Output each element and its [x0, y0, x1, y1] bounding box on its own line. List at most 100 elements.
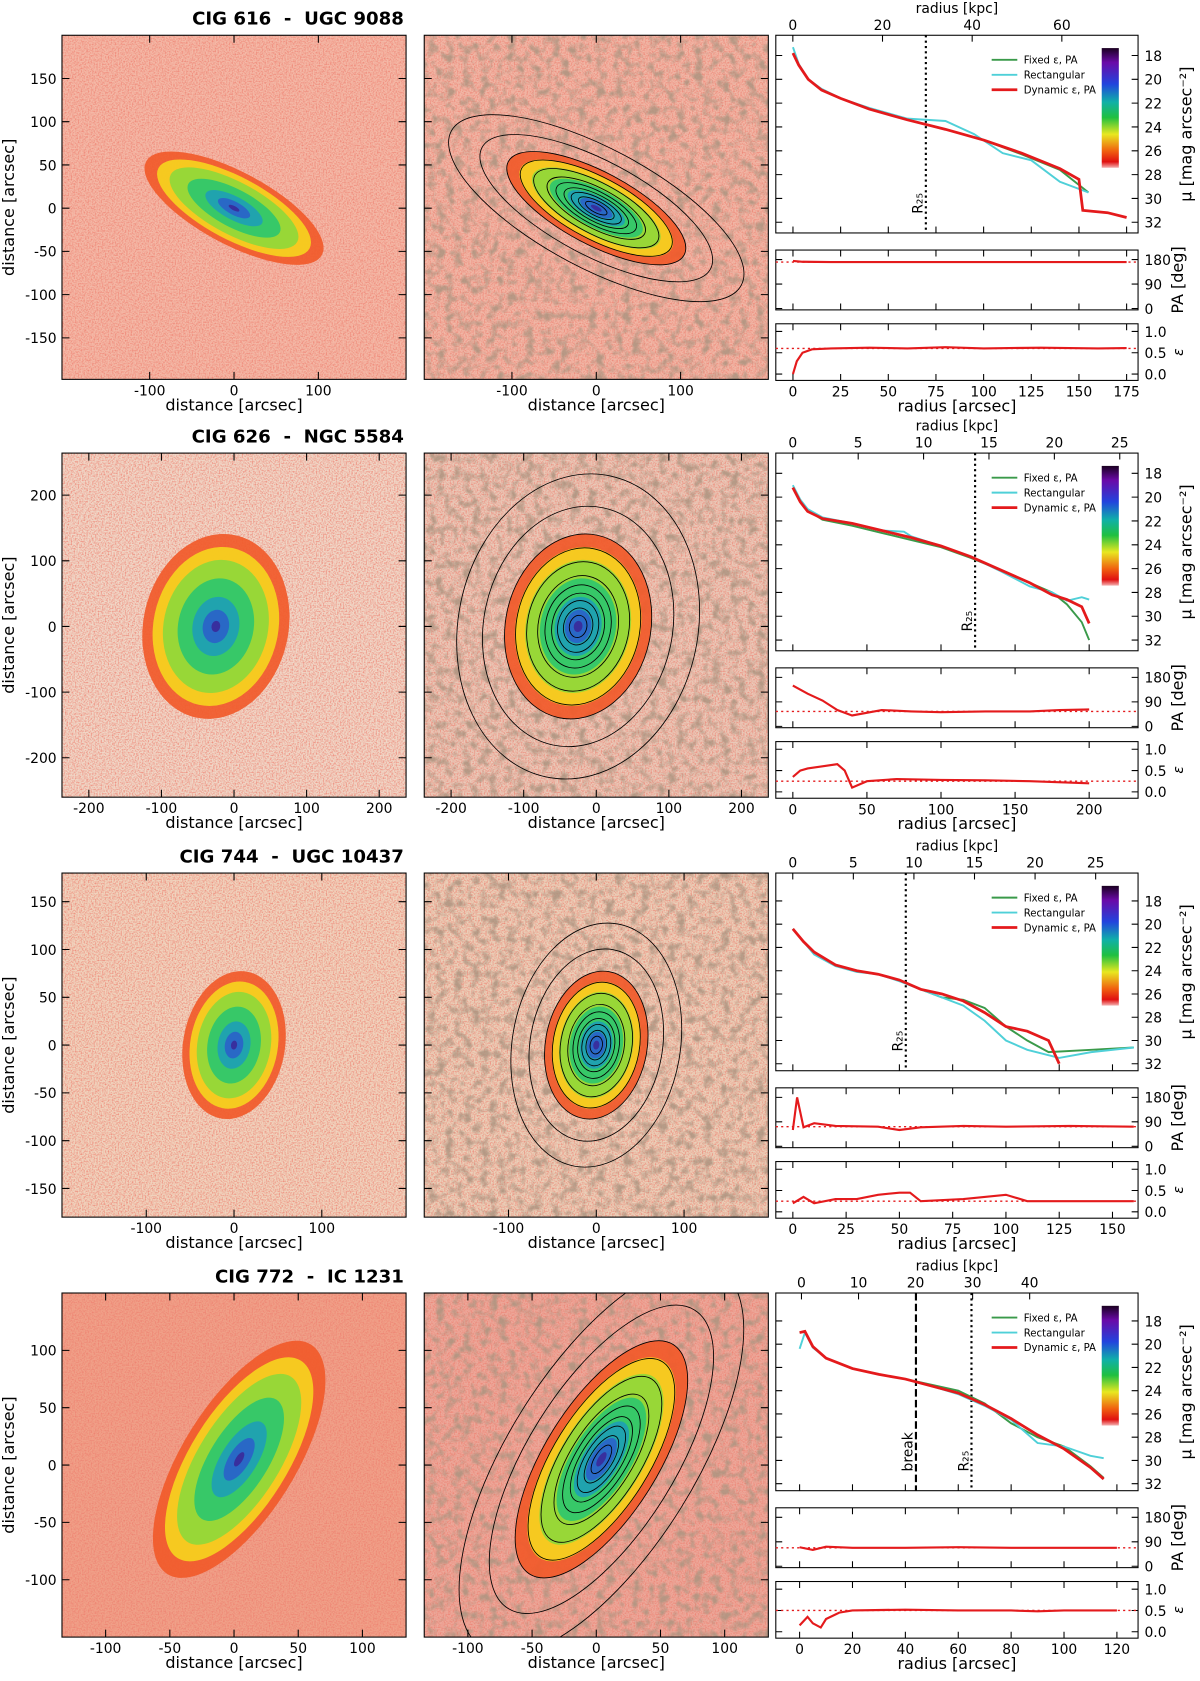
contour — [583, 1435, 620, 1484]
y-tick-label: 30 — [1144, 610, 1162, 626]
y-tick-label: 0 — [48, 1038, 57, 1054]
x-tick-label: 200 — [366, 801, 392, 817]
y-tick-label: 1.0 — [1144, 325, 1166, 341]
y-tick-label: 22 — [1144, 941, 1162, 957]
y-tick-label: 30 — [1144, 1454, 1162, 1470]
x-tick-label: 0 — [592, 383, 601, 399]
x-tick-label: -100 — [90, 1641, 122, 1657]
y-tick-label: 50 — [39, 1401, 57, 1417]
kpc-axis-label: radius [kpc] — [916, 839, 999, 855]
legend-label: Dynamic ε, PA — [1024, 923, 1096, 934]
plot-frame — [775, 1161, 1139, 1219]
y-tick-label: 150 — [30, 895, 56, 911]
y-tick-label: 0 — [1144, 720, 1153, 736]
contour — [506, 151, 687, 266]
y-tick-label: 18 — [1144, 467, 1162, 483]
y-tick-label: 28 — [1144, 1011, 1162, 1027]
legend-label: Fixed ε, PA — [1024, 1313, 1078, 1324]
y-tick-label: 26 — [1144, 562, 1162, 578]
x-tick-label: -100 — [130, 1221, 162, 1237]
kpc-axis-label: radius [kpc] — [916, 1259, 999, 1275]
x-tick-label: 50 — [858, 802, 876, 818]
plot-frame — [775, 249, 1139, 311]
x-tick-label: 0 — [592, 801, 601, 817]
y-tick-label: 100 — [30, 115, 56, 131]
y-tick-label: 90 — [1144, 1115, 1162, 1131]
pa-line — [792, 259, 1127, 264]
y-tick-label: 180 — [1144, 671, 1170, 687]
y-tick-label: 0.0 — [1144, 785, 1166, 801]
x-tick-label: 25 — [832, 384, 850, 400]
x-tick-label: 100 — [656, 801, 682, 817]
pa-line — [791, 1097, 1134, 1132]
y-tick-label: -50 — [34, 1516, 57, 1532]
y-tick-label: 24 — [1144, 964, 1162, 980]
galaxy-image — [61, 873, 407, 1218]
y-tick-label: 20 — [1144, 490, 1162, 506]
x-tick-label: 100 — [293, 801, 319, 817]
y-tick-label: 0.5 — [1144, 764, 1166, 780]
contour — [590, 1444, 613, 1474]
pa-line — [799, 1545, 1117, 1552]
x-tick-label: 20 — [844, 1642, 862, 1658]
y-tick-label: -100 — [25, 1134, 57, 1150]
legend-label: Dynamic ε, PA — [1024, 1343, 1096, 1354]
contour — [572, 1011, 621, 1079]
legend-label: Fixed ε, PA — [1024, 56, 1078, 67]
contour — [510, 922, 683, 1168]
y-tick-label: -50 — [34, 245, 57, 261]
y-tick-label: 0.5 — [1144, 1604, 1166, 1620]
kpc-tick-label: 5 — [849, 856, 858, 872]
y-tick-label: 26 — [1144, 144, 1162, 160]
y-tick-label: 0.0 — [1144, 367, 1166, 383]
x-tick-label: 50 — [652, 1641, 670, 1657]
legend-label: Dynamic ε, PA — [1024, 503, 1096, 514]
contour — [585, 1029, 608, 1061]
x-tick-label: 75 — [944, 1222, 962, 1238]
x-axis-label: distance [arcsec] — [528, 813, 665, 832]
x-axis-label: radius [arcsec] — [897, 1654, 1016, 1673]
masked-image — [424, 453, 769, 798]
contour — [555, 182, 637, 235]
galaxy-isophote — [233, 1452, 245, 1467]
y-tick-label: 22 — [1144, 1361, 1162, 1377]
panel-title: CIG 626 - NGC 5584 — [192, 426, 404, 447]
contour — [528, 948, 665, 1142]
y-tick-label: 26 — [1144, 987, 1162, 1003]
plot-frame — [775, 34, 1139, 234]
y-tick-label: -150 — [25, 1182, 57, 1198]
x-tick-label: 150 — [1099, 1222, 1125, 1238]
y-tick-label: 24 — [1144, 1384, 1162, 1400]
y-tick-label: 1.0 — [1144, 1163, 1166, 1179]
contour — [569, 1416, 633, 1503]
x-tick-label: 100 — [671, 1221, 697, 1237]
masked-image — [424, 873, 769, 1218]
colorbar — [1101, 885, 1119, 1006]
kpc-tick-label: 25 — [1087, 856, 1105, 872]
plot-frame — [775, 1087, 1139, 1149]
y-tick-label: 24 — [1144, 120, 1162, 136]
x-tick-label: 100 — [667, 383, 693, 399]
x-tick-label: 0 — [789, 384, 798, 400]
y-tick-label: 100 — [30, 1344, 56, 1360]
kpc-axis-label: radius [kpc] — [916, 1, 999, 17]
y-tick-label: 32 — [1144, 1057, 1162, 1073]
kpc-tick-label: 15 — [966, 856, 984, 872]
x-tick-label: 50 — [289, 1641, 307, 1657]
x-tick-label: 150 — [1002, 802, 1028, 818]
kpc-tick-label: 0 — [788, 436, 797, 452]
x-axis-label: distance [arcsec] — [528, 1233, 665, 1252]
y-tick-label: 18 — [1144, 49, 1162, 65]
y-axis-label: μ [mag arcsec⁻²] — [1176, 484, 1195, 619]
contour — [533, 168, 660, 249]
x-tick-label: 0 — [788, 1222, 797, 1238]
panel-title: CIG 616 - UGC 9088 — [192, 9, 404, 30]
y-tick-label: 180 — [1144, 253, 1170, 269]
y-tick-label: 20 — [1144, 1338, 1162, 1354]
x-tick-label: -100 — [508, 801, 539, 817]
galaxy-isophote — [596, 1452, 607, 1467]
x-tick-label: 0 — [230, 1641, 239, 1657]
masked-image — [424, 1293, 769, 1638]
contour — [515, 547, 642, 706]
